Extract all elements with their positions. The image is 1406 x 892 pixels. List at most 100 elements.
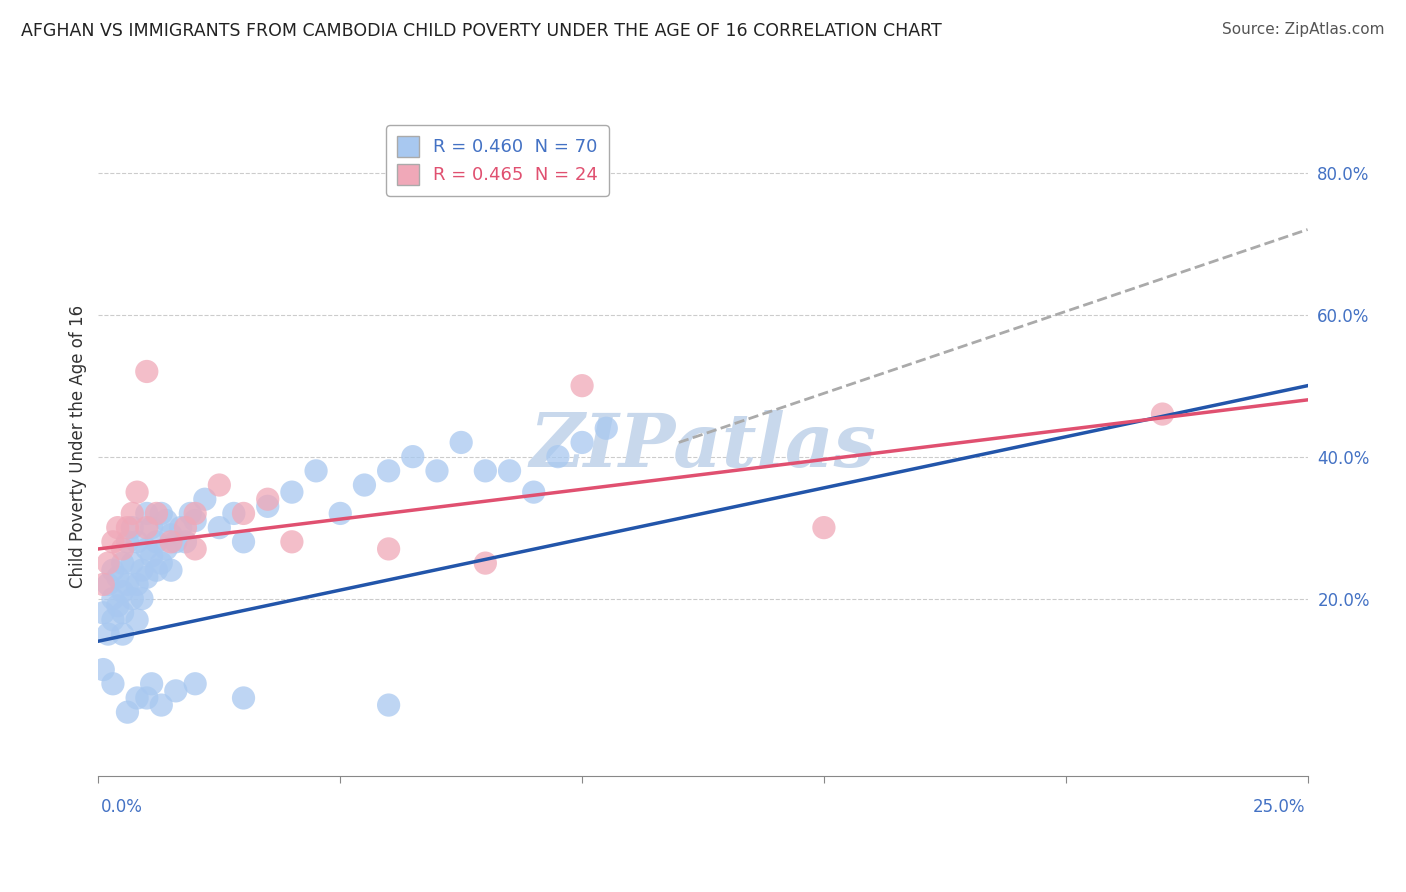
Point [117, 534, 139, 549]
Point [571, 435, 593, 450]
Point [127, 613, 149, 627]
Point [377, 698, 399, 712]
Point [127, 577, 149, 591]
Point [165, 534, 187, 549]
Text: ZIPatlas: ZIPatlas [530, 409, 876, 483]
Point [160, 563, 183, 577]
Point [305, 464, 328, 478]
Point [184, 541, 207, 556]
Point [135, 690, 157, 705]
Point [571, 378, 593, 392]
Point [117, 521, 139, 535]
Point [107, 521, 129, 535]
Point [165, 684, 187, 698]
Point [135, 364, 157, 378]
Point [184, 507, 207, 521]
Point [281, 485, 304, 500]
Point [150, 698, 173, 712]
Point [155, 541, 177, 556]
Point [194, 492, 217, 507]
Point [121, 556, 143, 570]
Point [813, 521, 835, 535]
Point [111, 606, 134, 620]
Point [141, 521, 163, 535]
Y-axis label: Child Poverty Under the Age of 16: Child Poverty Under the Age of 16 [69, 304, 87, 588]
Point [111, 627, 134, 641]
Point [232, 690, 254, 705]
Point [127, 485, 149, 500]
Point [184, 677, 207, 691]
Point [117, 705, 139, 719]
Point [256, 500, 278, 514]
Text: 25.0%: 25.0% [1253, 798, 1305, 816]
Point [547, 450, 569, 464]
Point [595, 421, 617, 435]
Point [150, 556, 173, 570]
Point [426, 464, 449, 478]
Point [111, 556, 134, 570]
Point [101, 677, 124, 691]
Point [141, 677, 163, 691]
Point [353, 478, 375, 492]
Point [91, 577, 114, 591]
Point [377, 464, 399, 478]
Point [179, 507, 201, 521]
Point [135, 521, 157, 535]
Point [121, 591, 143, 606]
Point [222, 507, 245, 521]
Point [111, 541, 134, 556]
Point [145, 563, 167, 577]
Point [160, 527, 183, 541]
Legend: R = 0.460  N = 70, R = 0.465  N = 24: R = 0.460 N = 70, R = 0.465 N = 24 [387, 125, 609, 195]
Point [329, 507, 352, 521]
Point [145, 507, 167, 521]
Point [155, 514, 177, 528]
Point [145, 534, 167, 549]
Point [135, 541, 157, 556]
Point [117, 577, 139, 591]
Point [135, 570, 157, 584]
Point [474, 556, 496, 570]
Text: AFGHAN VS IMMIGRANTS FROM CAMBODIA CHILD POVERTY UNDER THE AGE OF 16 CORRELATION: AFGHAN VS IMMIGRANTS FROM CAMBODIA CHILD… [21, 22, 942, 40]
Point [377, 541, 399, 556]
Text: Source: ZipAtlas.com: Source: ZipAtlas.com [1222, 22, 1385, 37]
Point [208, 478, 231, 492]
Point [101, 563, 124, 577]
Point [150, 507, 173, 521]
Point [474, 464, 496, 478]
Point [121, 507, 143, 521]
Point [121, 521, 143, 535]
Point [232, 534, 254, 549]
Text: 0.0%: 0.0% [101, 798, 143, 816]
Point [256, 492, 278, 507]
Point [160, 534, 183, 549]
Point [101, 591, 124, 606]
Point [111, 584, 134, 599]
Point [174, 521, 197, 535]
Point [91, 663, 114, 677]
Point [208, 521, 231, 535]
Point [107, 570, 129, 584]
Point [498, 464, 520, 478]
Point [91, 606, 114, 620]
Point [141, 549, 163, 563]
Point [97, 627, 120, 641]
Point [97, 556, 120, 570]
Point [101, 534, 124, 549]
Point [174, 534, 197, 549]
Point [232, 507, 254, 521]
Point [101, 613, 124, 627]
Point [523, 485, 546, 500]
Point [131, 563, 153, 577]
Point [450, 435, 472, 450]
Point [169, 521, 191, 535]
Point [281, 534, 304, 549]
Point [107, 599, 129, 613]
Point [127, 534, 149, 549]
Point [1152, 407, 1174, 421]
Point [184, 514, 207, 528]
Point [97, 577, 120, 591]
Point [131, 591, 153, 606]
Point [127, 690, 149, 705]
Point [402, 450, 425, 464]
